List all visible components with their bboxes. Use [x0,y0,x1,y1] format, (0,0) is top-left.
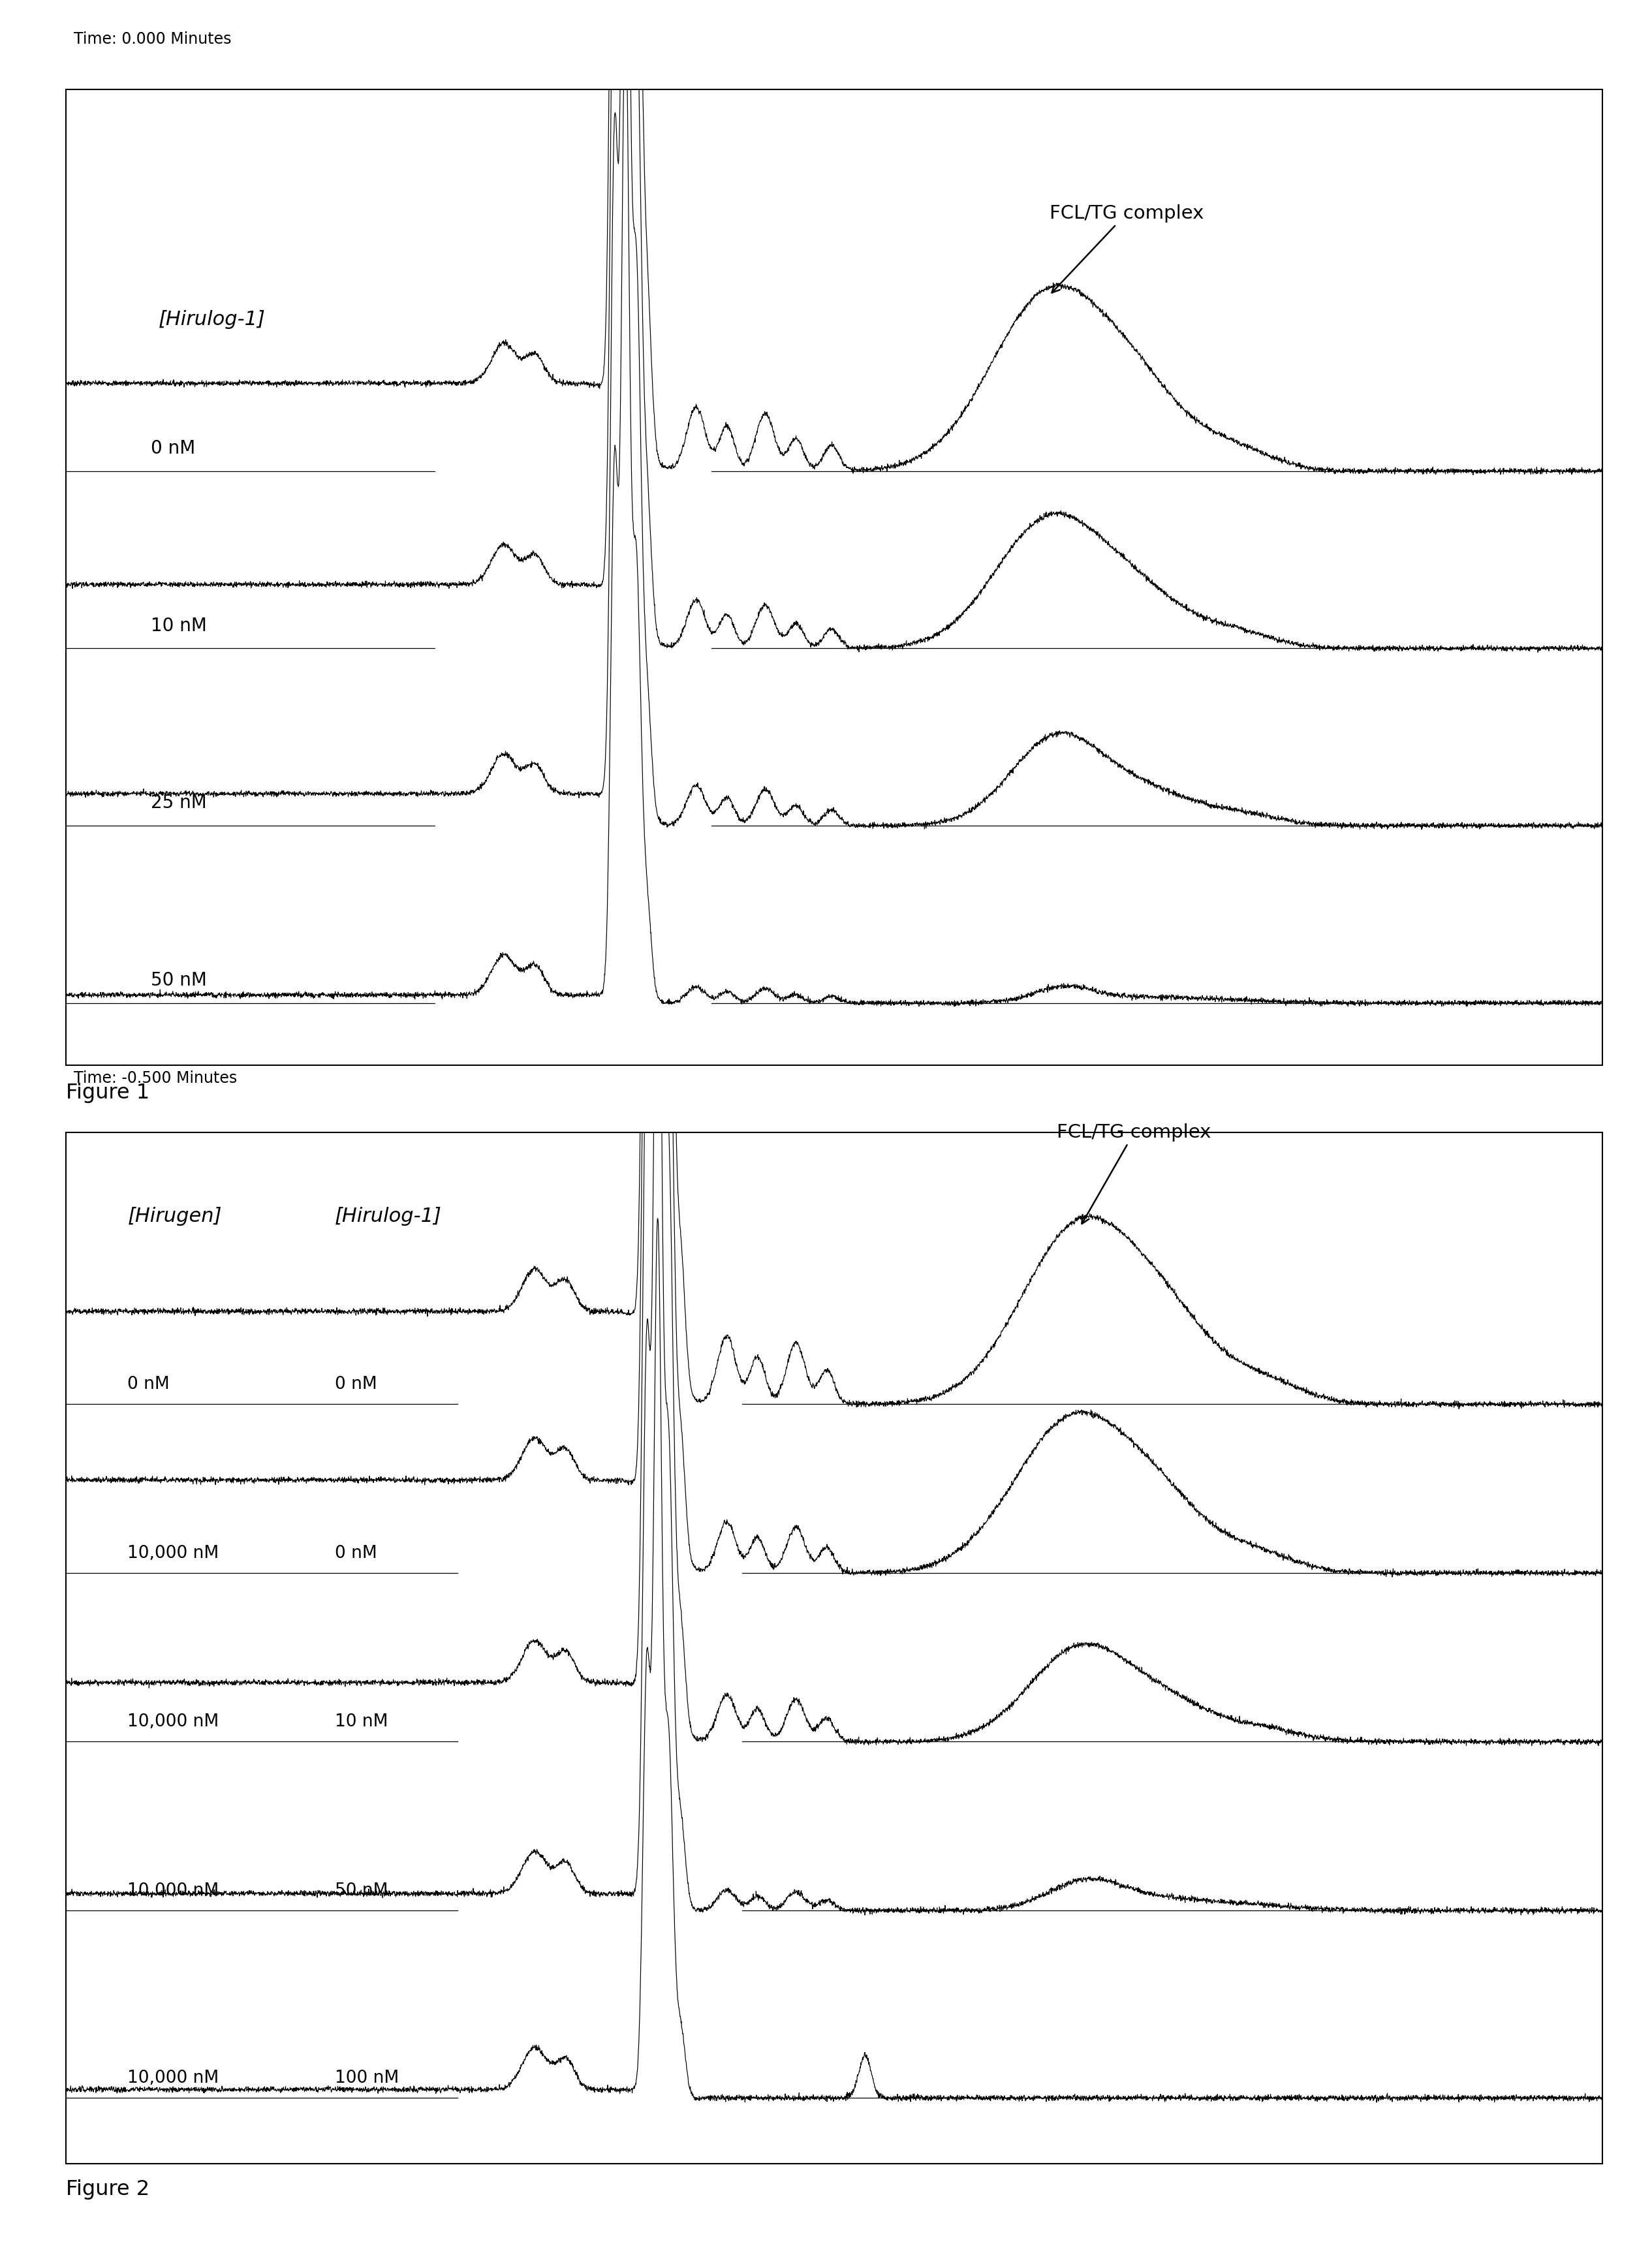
Text: Time: -0.500 Minutes: Time: -0.500 Minutes [74,1069,238,1085]
Text: Time: 0.000 Minutes: Time: 0.000 Minutes [74,31,231,47]
Text: 100 nM: 100 nM [335,2069,400,2087]
Text: 10,000 nM: 10,000 nM [127,1883,220,1899]
Text: 25 nM: 25 nM [150,794,206,812]
Text: 50 nM: 50 nM [150,971,206,989]
Text: Figure 1: Figure 1 [66,1083,150,1103]
Text: 0 nM: 0 nM [335,1377,377,1392]
Text: FCL/TG complex: FCL/TG complex [1049,204,1204,294]
Text: Figure 2: Figure 2 [66,2179,150,2199]
Text: 0 nM: 0 nM [335,1545,377,1563]
Text: 10 nM: 10 nM [150,617,206,634]
Text: [Hirulog-1]: [Hirulog-1] [159,309,266,330]
Text: [Hirugen]: [Hirugen] [127,1206,221,1226]
Text: 0 nM: 0 nM [127,1377,170,1392]
Text: 50 nM: 50 nM [335,1883,388,1899]
Text: 10,000 nM: 10,000 nM [127,2069,220,2087]
Text: 10 nM: 10 nM [335,1713,388,1731]
Text: 0 nM: 0 nM [150,439,195,457]
Text: 10,000 nM: 10,000 nM [127,1713,220,1731]
Text: [Hirulog-1]: [Hirulog-1] [335,1206,441,1226]
Text: FCL/TG complex: FCL/TG complex [1057,1123,1211,1224]
Text: 10,000 nM: 10,000 nM [127,1545,220,1563]
